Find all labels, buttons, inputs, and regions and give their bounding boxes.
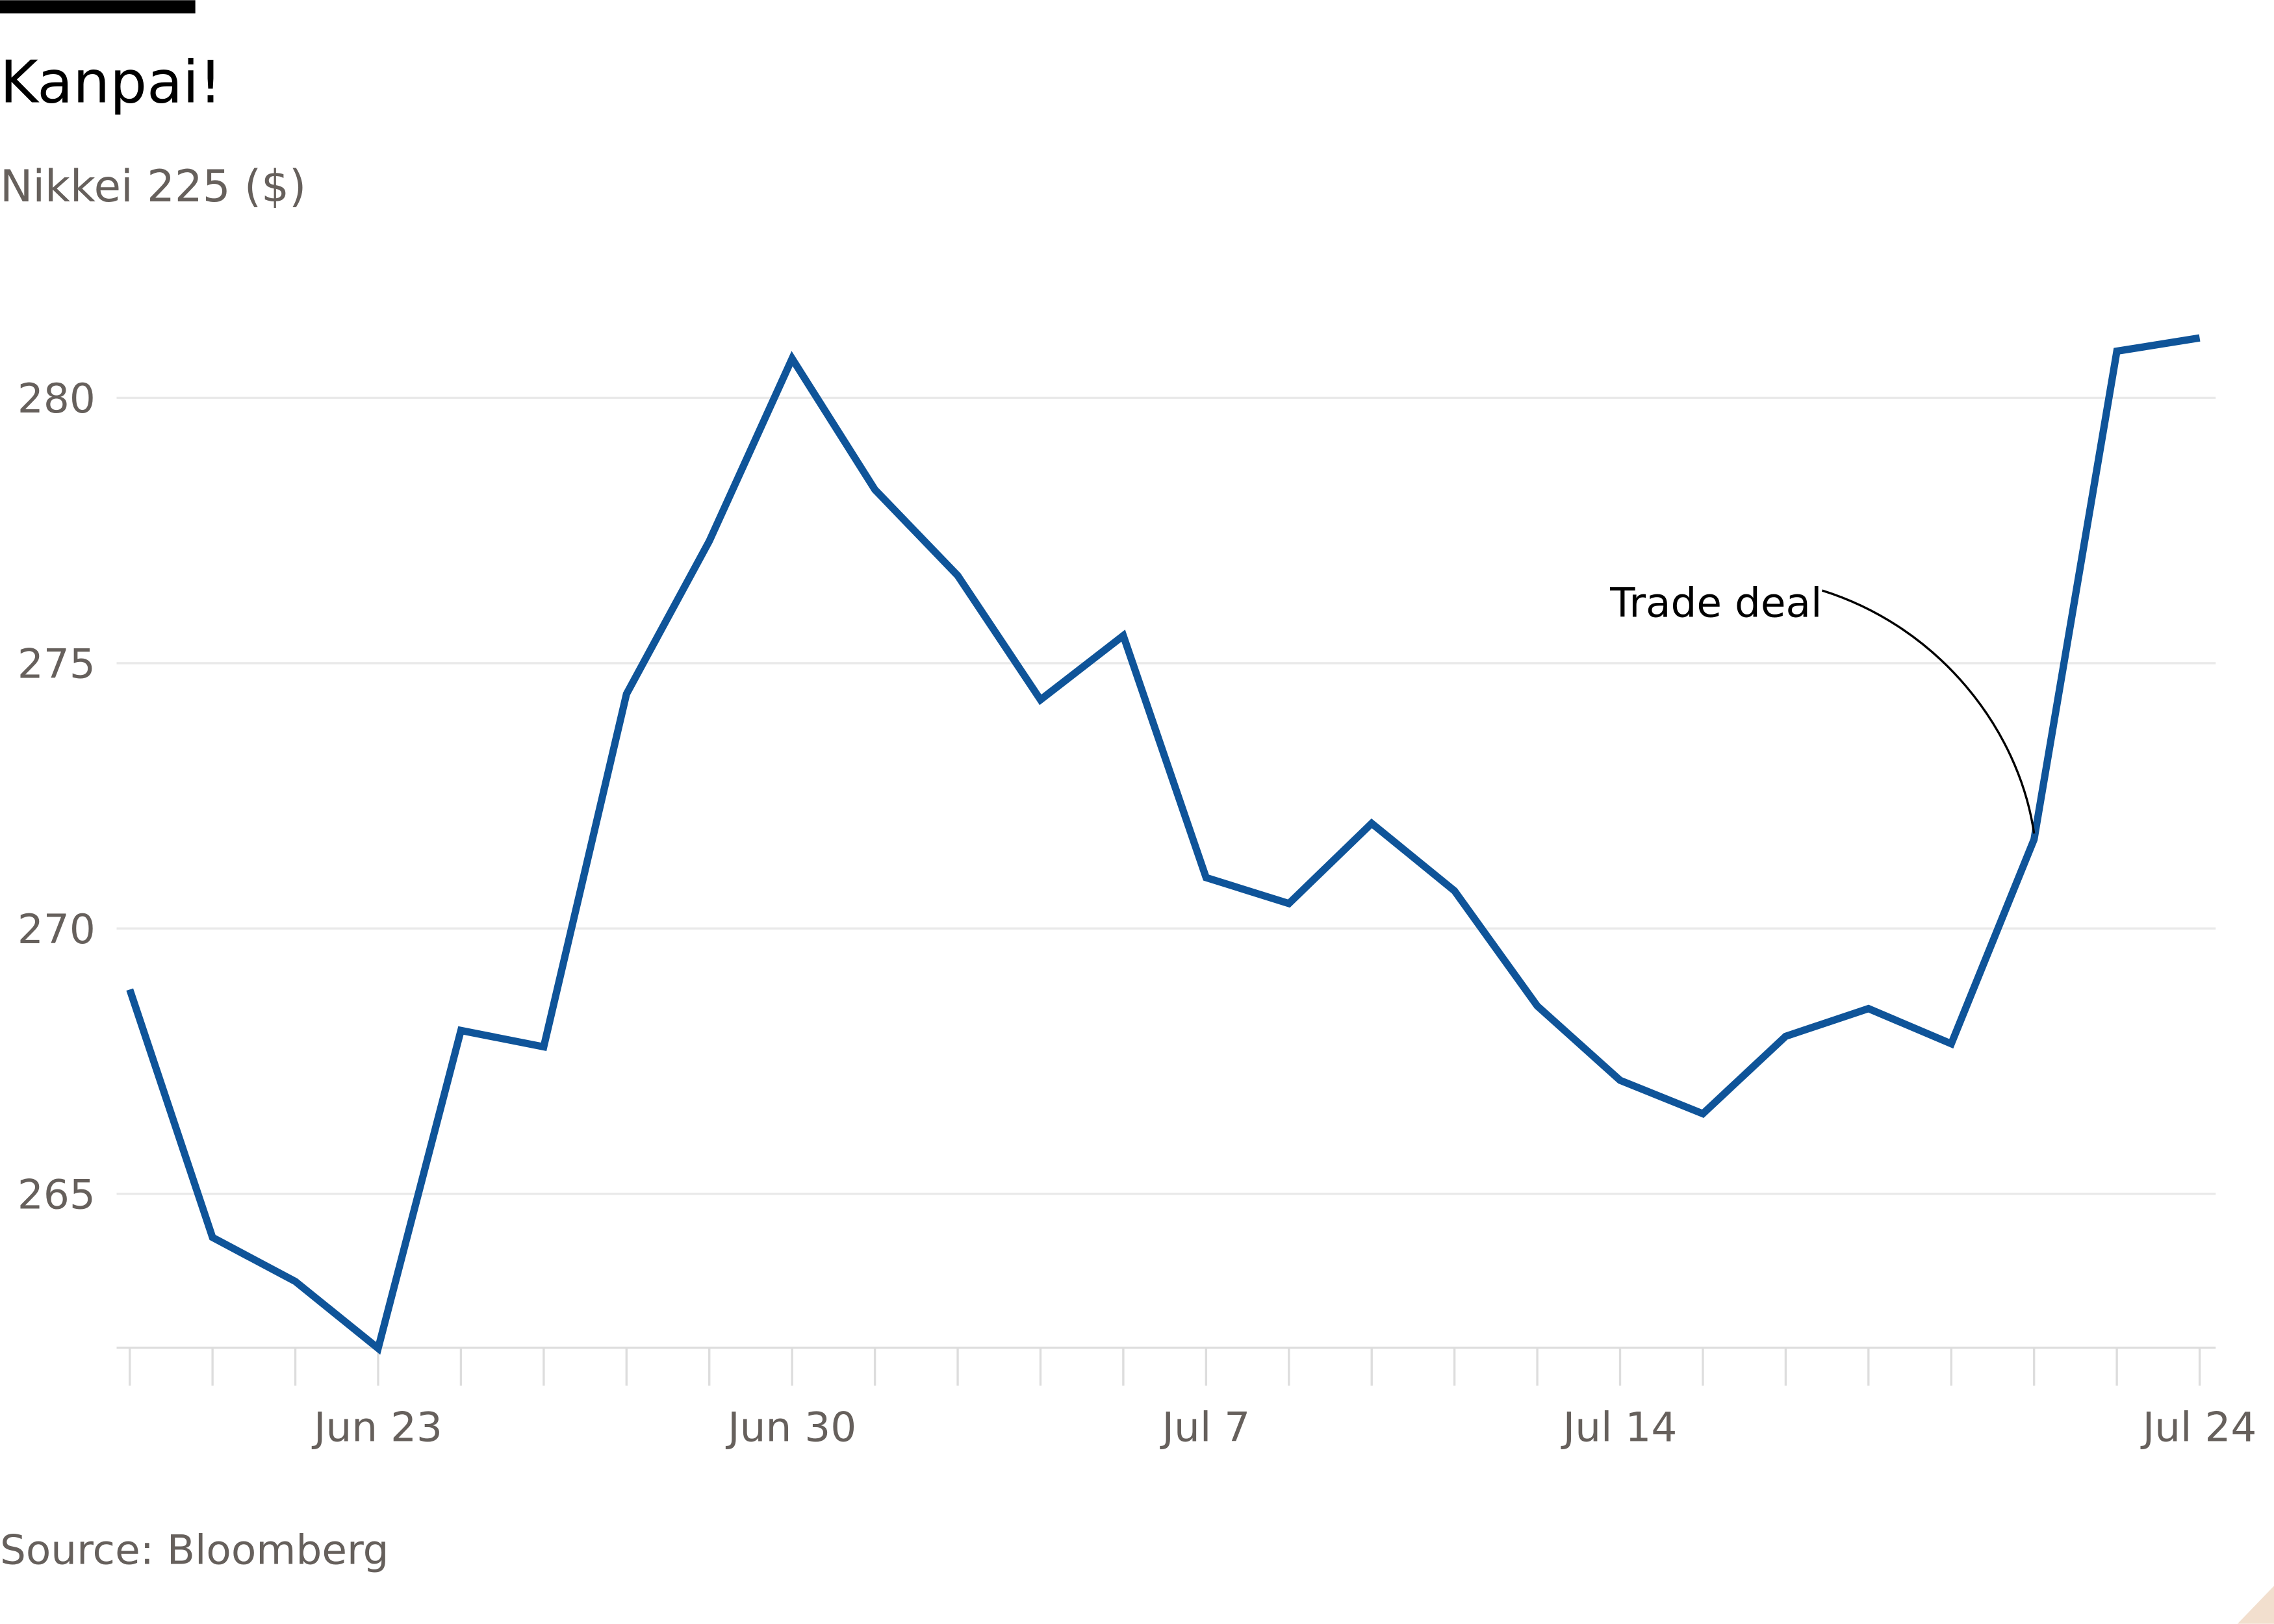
corner-mark (2237, 1586, 2274, 1624)
x-tick-label: Jun 23 (311, 1403, 442, 1451)
y-tick-label: 280 (18, 375, 96, 422)
x-tick-label: Jul 7 (1159, 1403, 1250, 1451)
y-tick-label: 270 (18, 906, 96, 953)
y-tick-label: 265 (18, 1171, 96, 1218)
line-series (126, 334, 2201, 1355)
x-tick-label: Jul 24 (2140, 1403, 2257, 1451)
top-bar (0, 0, 196, 14)
y-tick-label: 275 (18, 640, 96, 687)
chart-title: Kanpai! (0, 49, 222, 116)
annotation-connector (1821, 589, 2036, 834)
x-tick-label: Jun 30 (725, 1403, 856, 1451)
x-tick-label: Jul 14 (1561, 1403, 1678, 1451)
annotation: Trade deal (1609, 579, 1822, 626)
chart-subtitle: Nikkei 225 ($) (0, 161, 306, 212)
source: Source: Bloomberg (0, 1527, 389, 1574)
